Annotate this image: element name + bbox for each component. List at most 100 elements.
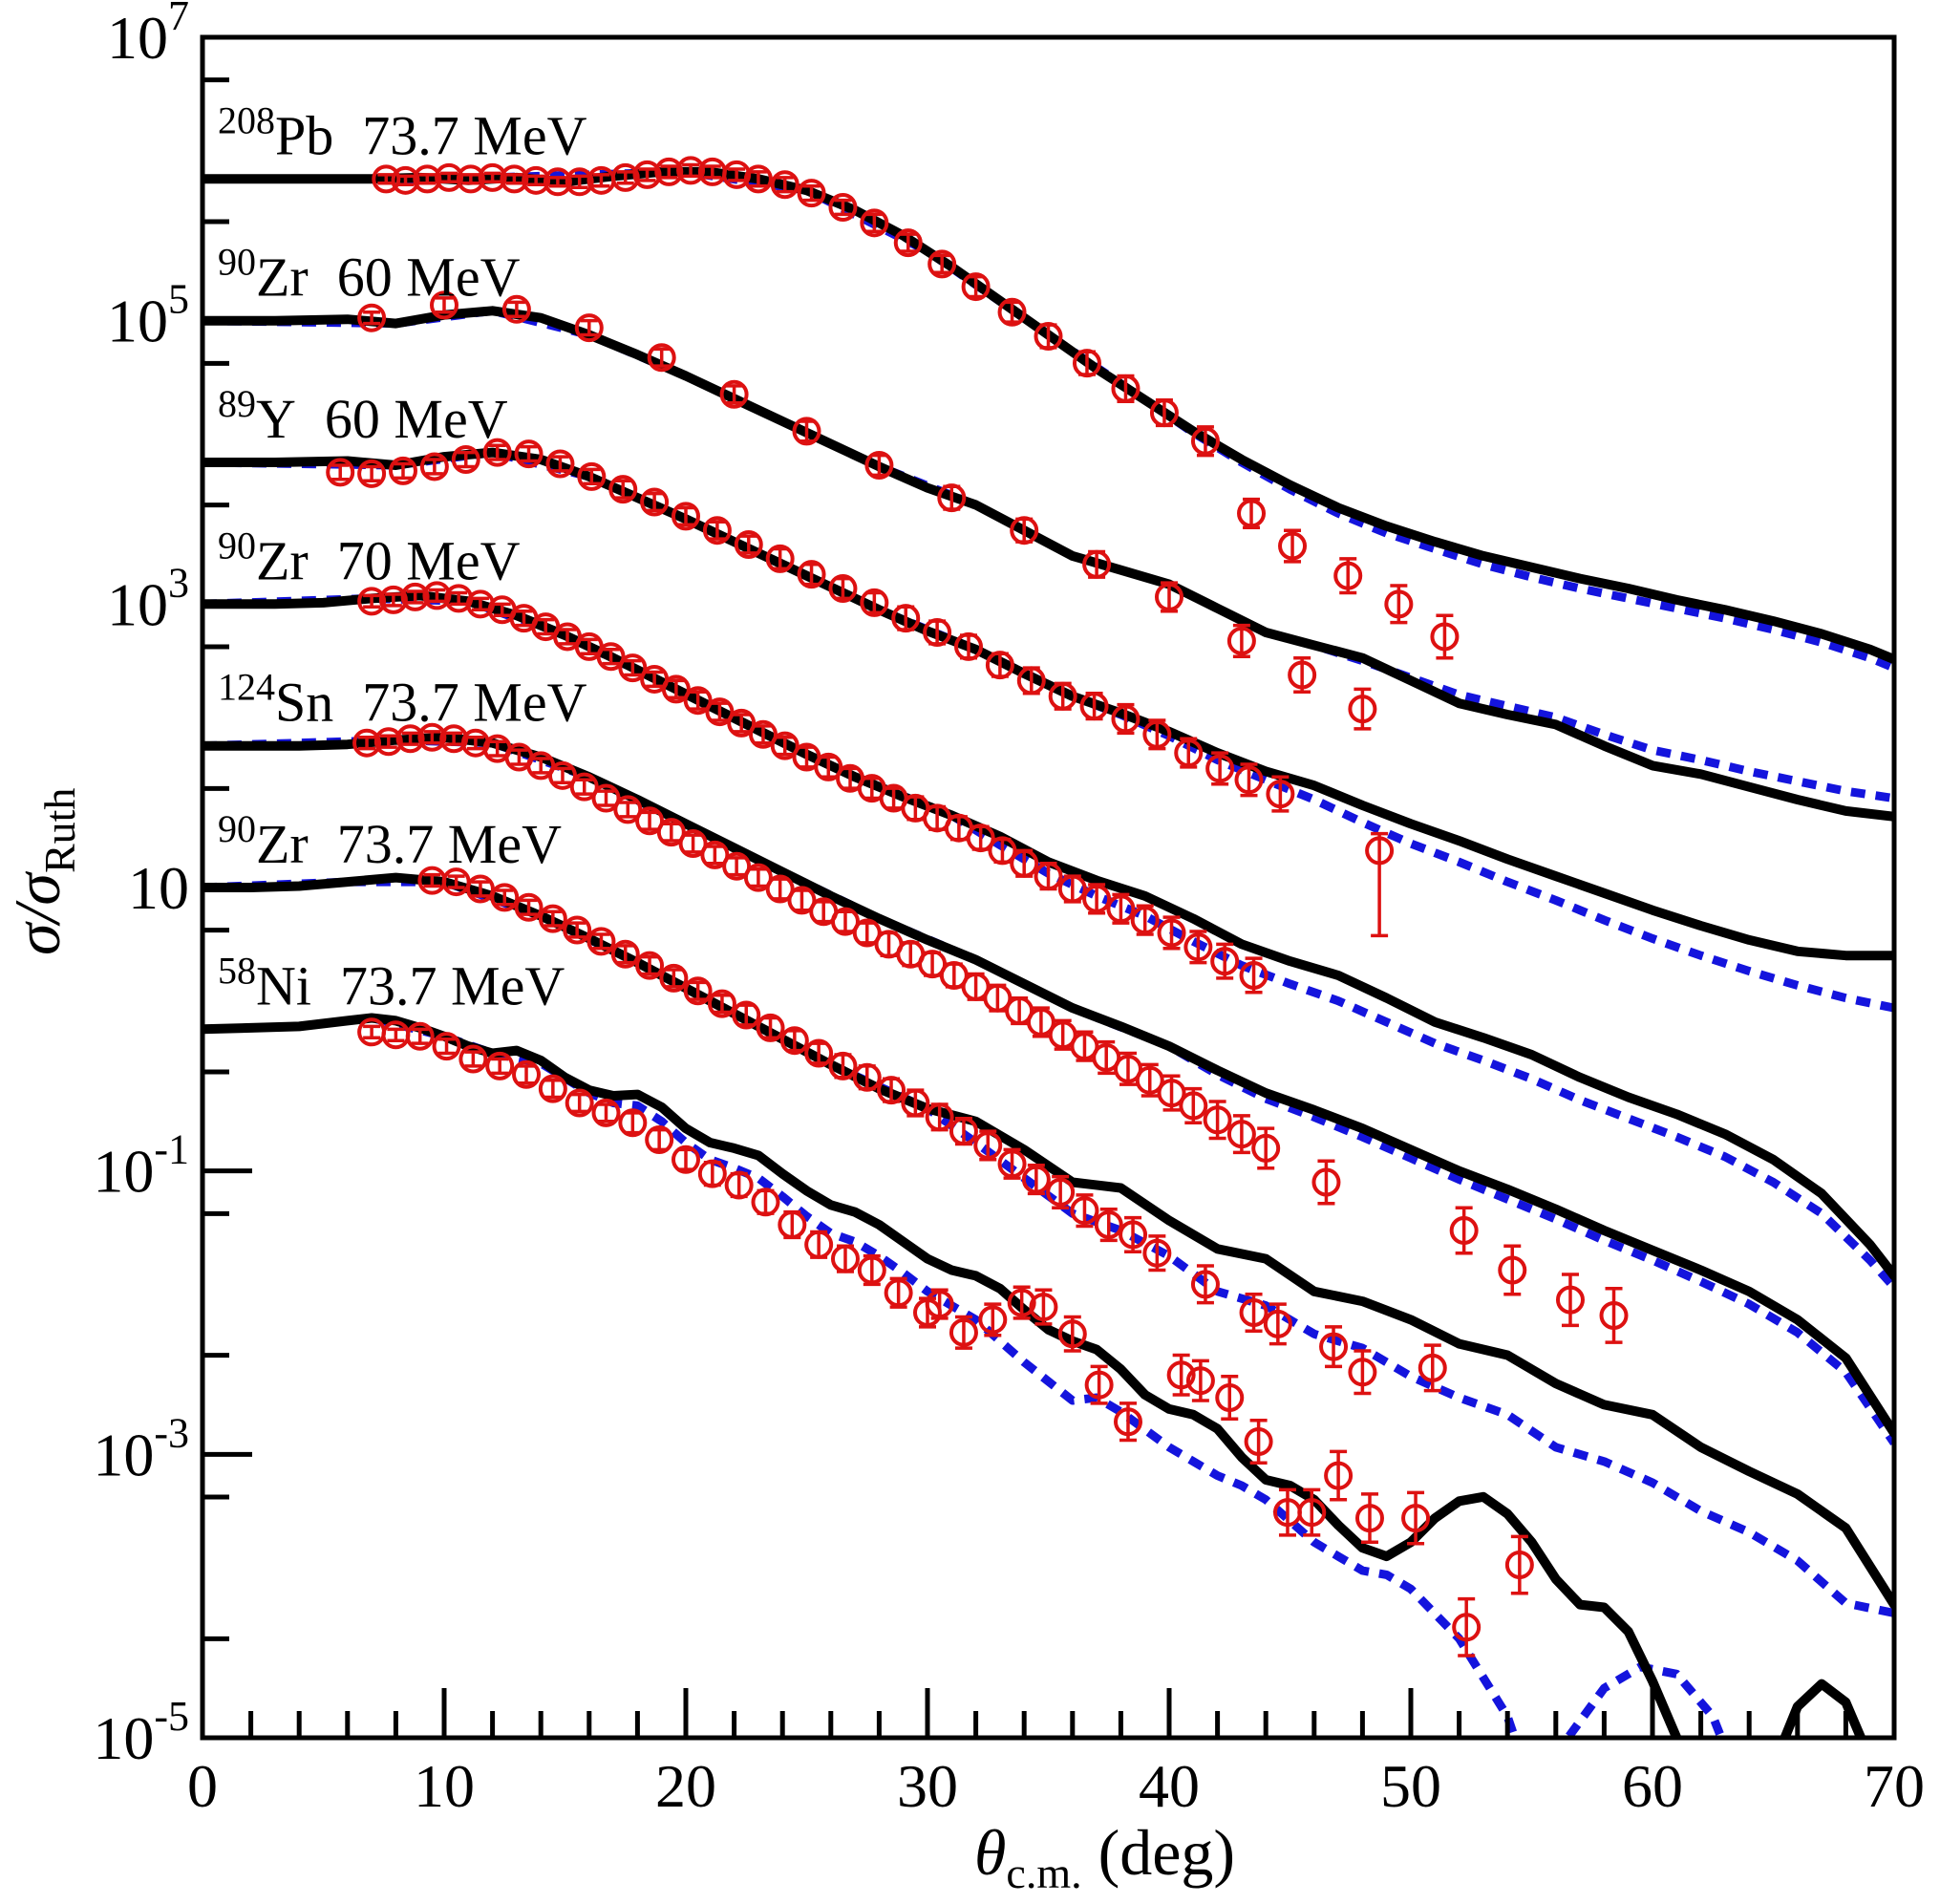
data-circle [1348, 695, 1377, 724]
data-circle [373, 727, 403, 757]
data-point [1079, 692, 1109, 721]
data-circle [1016, 666, 1046, 695]
data-circle [413, 164, 442, 194]
data-circle [1239, 1298, 1268, 1327]
data-circle [683, 976, 713, 1006]
data-circle [997, 297, 1027, 327]
x-axis: 0 10 20 30 40 50 60 70 [187, 1688, 1925, 1820]
data-circle [973, 1130, 1003, 1160]
data-point [1026, 1006, 1055, 1038]
data-point [1384, 584, 1414, 625]
data-circle [792, 417, 821, 446]
data-circle [1046, 1177, 1076, 1207]
data-circle [1070, 1196, 1099, 1226]
data-circle [490, 883, 520, 912]
data-circle [1157, 918, 1186, 948]
data-circle [391, 165, 420, 195]
data-point [732, 1000, 761, 1030]
y-tick-exponent: -3 [154, 1409, 189, 1456]
data-circle [435, 162, 464, 192]
data-circle [565, 1088, 594, 1118]
theory-curve-solid [203, 590, 1894, 1281]
data-point [719, 379, 749, 409]
data-circle [538, 1074, 567, 1103]
data-point [1119, 1215, 1148, 1253]
data-circle [1111, 374, 1141, 403]
data-point [1278, 528, 1308, 564]
x-tick-label: 70 [1864, 1752, 1925, 1820]
dataset-element: Zr [256, 813, 309, 875]
data-point [514, 892, 544, 922]
data-points-group [357, 290, 1377, 731]
data-circle [1034, 321, 1063, 351]
data-point [852, 918, 882, 948]
data-point [925, 1102, 954, 1132]
data-point [326, 458, 355, 487]
data-point [678, 829, 708, 859]
data-point [1111, 702, 1141, 736]
data-circle [864, 450, 894, 480]
data-point [1046, 1174, 1076, 1209]
series-90Zr-70MeV [203, 581, 1894, 1291]
data-point [352, 728, 382, 758]
data-circle [1430, 622, 1460, 652]
data-point [1149, 397, 1179, 428]
data-circle [1401, 1504, 1431, 1533]
data-point [1333, 557, 1363, 595]
data-point [860, 588, 889, 617]
dataset-label-90Zr: 90Zr 70 MeV [218, 524, 521, 591]
data-point [700, 840, 730, 869]
data-circle [985, 651, 1014, 680]
data-point [877, 1076, 906, 1105]
data-circle [1504, 1551, 1534, 1580]
data-point [373, 727, 403, 757]
data-circle [357, 587, 387, 616]
data-point [985, 651, 1014, 680]
data-point [596, 642, 626, 672]
data-point [923, 618, 952, 647]
data-circle [381, 1020, 411, 1050]
data-point [751, 1187, 780, 1217]
data-circle [1155, 582, 1183, 611]
data-point [722, 851, 752, 881]
y-axis-title-subscript: Ruth [35, 788, 84, 873]
data-circle [388, 456, 417, 485]
data-circle [405, 1021, 435, 1051]
data-point [1142, 718, 1172, 751]
data-point [618, 1108, 648, 1138]
data-circle [927, 249, 957, 279]
data-point [357, 303, 387, 332]
data-point [613, 795, 643, 824]
data-point [927, 249, 957, 279]
data-point [966, 824, 995, 853]
x-axis-title-subscript: c.m. [1006, 1849, 1081, 1897]
x-tick-label: 30 [897, 1752, 958, 1820]
data-point [683, 976, 713, 1006]
data-point [1226, 1114, 1256, 1155]
data-point [1288, 655, 1317, 695]
data-circle [983, 983, 1013, 1013]
data-circle [901, 1088, 930, 1118]
data-point [1135, 1062, 1164, 1098]
data-circle [458, 1044, 488, 1074]
data-point [778, 1209, 807, 1240]
data-point [485, 1051, 515, 1080]
data-points-group [357, 1017, 1534, 1658]
data-point [647, 343, 676, 373]
data-circle [1384, 589, 1414, 619]
data-point [378, 585, 408, 614]
y-tick-base: 10 [107, 570, 168, 638]
data-point [618, 653, 648, 683]
data-circle [727, 708, 757, 738]
data-circle [1263, 1309, 1292, 1338]
data-circle [482, 438, 512, 467]
data-point [586, 927, 616, 956]
data-point [1094, 1207, 1123, 1243]
data-circle [1205, 754, 1235, 783]
dataset-energy: 60 MeV [325, 388, 508, 450]
data-circle [1021, 1165, 1051, 1194]
data-point [1449, 1206, 1479, 1255]
data-points-group [352, 722, 1629, 1344]
data-circle [1498, 1255, 1527, 1285]
data-point [884, 1276, 913, 1309]
